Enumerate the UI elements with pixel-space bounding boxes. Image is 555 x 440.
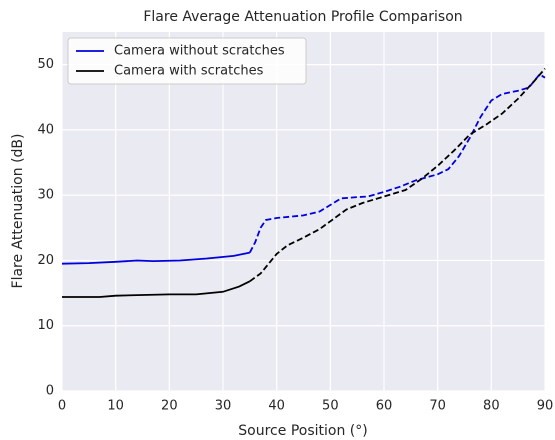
legend-label: Camera with scratches (114, 64, 264, 79)
series-line (62, 280, 251, 298)
y-tick-label: 20 (37, 253, 54, 268)
chart-title: Flare Average Attenuation Profile Compar… (143, 9, 462, 25)
x-tick-label: 20 (161, 399, 178, 414)
x-tick-label: 70 (429, 399, 446, 414)
series-line (61, 251, 250, 265)
series-line (249, 68, 546, 283)
x-tick-label: 10 (107, 399, 124, 414)
y-tick-label: 30 (37, 188, 54, 203)
x-tick-label: 80 (483, 399, 500, 414)
x-tick-label: 0 (58, 399, 66, 414)
y-tick-label: 0 (46, 384, 54, 399)
y-tick-label: 40 (37, 122, 54, 137)
x-tick-label: 90 (537, 399, 554, 414)
series-line (249, 73, 546, 254)
x-tick-label: 50 (322, 399, 339, 414)
x-tick-label: 40 (268, 399, 285, 414)
legend-box (67, 37, 307, 85)
y-tick-label: 10 (37, 318, 54, 333)
x-tick-label: 30 (215, 399, 232, 414)
y-tick-label: 50 (37, 57, 54, 72)
y-axis-label: Flare Attenuation (dB) (10, 134, 26, 289)
x-axis-label: Source Position (°) (238, 423, 367, 439)
legend-label: Camera without scratches (114, 44, 285, 59)
x-tick-label: 60 (376, 399, 393, 414)
plot-area (62, 32, 545, 391)
